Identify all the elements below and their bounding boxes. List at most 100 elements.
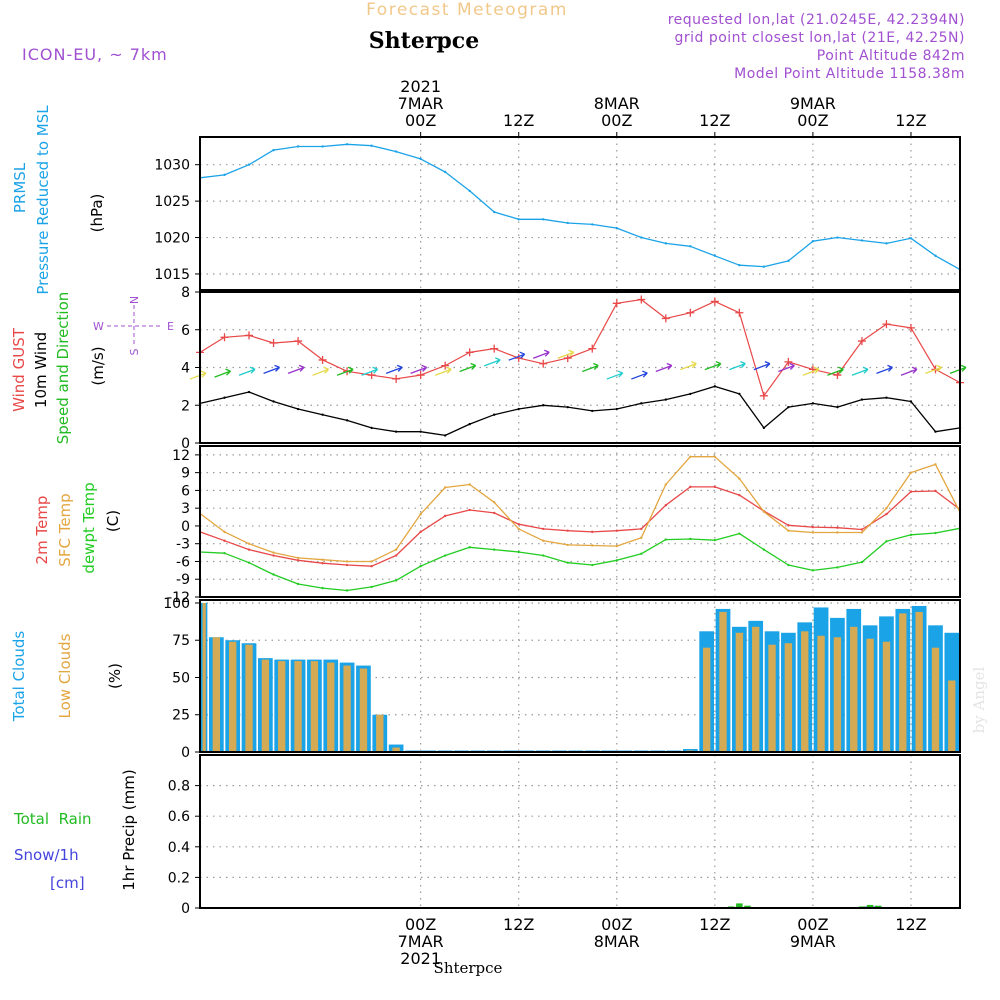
t2m-line-point [542,527,545,531]
dewpoint-line-point [591,563,594,567]
precip-ytick-label: 0.8 [168,779,190,795]
precip-label-cm: [cm] [50,874,85,892]
pressure-point [468,189,471,193]
wind-speed-point [811,402,815,405]
top-time-label: 00Z [797,111,828,130]
pressure-point [443,170,447,174]
gust-marker [735,308,744,317]
pressure-point [272,148,275,152]
wind-ytick-label: 8 [181,285,190,301]
dewpoint-line-point [542,554,545,557]
dewpoint-line-point [296,582,300,586]
precip-ytick-label: 0 [181,901,190,917]
temp-ytick-label: 12 [172,448,190,464]
t2m-line [199,486,961,567]
t2m-line-point [247,548,251,551]
low-clouds-bar [261,659,270,752]
dewpoint-line-point [468,546,471,549]
wind-compass: N W E S [93,296,174,356]
wind-speed-point [223,396,226,399]
bottom-time-label: 8MAR [594,932,640,951]
compass-e: E [167,320,174,333]
wind-direction-arrow [263,364,281,374]
wind-speed-point [689,392,692,396]
t2m-line-point [909,490,913,493]
gust-marker [661,314,670,323]
wind-direction-arrow [680,361,697,371]
dewpoint-line-point [566,561,569,564]
dewpoint-line-point [443,554,447,557]
precip-ytick-label: 0.6 [168,809,190,825]
t2m-line-point [468,508,471,512]
dewpoint-line-point [836,566,839,569]
dewpoint-line-point [517,550,520,554]
wind-direction-arrow [949,364,967,374]
dewpoint-line-point [664,538,668,541]
gust-marker [857,337,866,346]
point-altitude: Point Altitude 842m [817,48,965,64]
dewpoint-line [199,527,961,592]
gridpoint-coords: grid point closest lon,lat (21E, 42.25N) [674,30,965,46]
low-clouds-bar [359,668,368,752]
pressure-point [664,242,668,245]
pressure-point [247,163,251,166]
low-clouds-bar [229,641,237,752]
dewpoint-line-point [223,551,226,555]
dewpoint-line-point [394,579,398,582]
gust-marker [637,295,646,304]
pressure-point [885,242,888,245]
temp-ytick-label: -6 [176,554,190,570]
low-clouds-bar [294,661,302,752]
sfc-temp-line-point [345,560,349,563]
wind-speed-point [640,402,643,405]
low-clouds-bar [702,647,711,752]
dewpoint-line-point [492,548,496,551]
wind-direction-arrow [238,366,256,376]
t2m-line-point [811,525,815,529]
watermark: by Angel [970,666,988,733]
precip-panel-frame [199,754,961,909]
pressure-point [223,173,226,177]
pressure-ytick-label: 1015 [154,267,190,283]
gust-marker [490,344,499,353]
pressure-panel-frame [199,136,961,291]
wind-speed-point [934,430,937,433]
model-label: ICON-EU, ~ 7km [22,45,168,64]
low-clouds-bar [833,637,842,752]
t2m-line-point [419,530,422,534]
wind-speed-point [247,390,251,394]
wind-speed-point [492,413,496,416]
sfc-temp-line-point [787,529,790,532]
sfc-temp-line-point [468,483,471,486]
dewpoint-line-point [370,585,373,589]
bottom-time-label: 00Z [797,915,828,934]
low-clouds-bar [948,680,956,752]
low-clouds-bar [278,661,286,752]
temp-label-sfc: SFC Temp [56,493,74,566]
low-clouds-bar [752,626,760,752]
wind-speed-point [787,405,790,409]
t2m-line-point [615,529,618,532]
pressure-point [517,218,520,221]
location-title: Shterpce [369,28,479,54]
gust-marker [416,371,425,380]
wind-speed-point [517,407,520,411]
t2m-line-point [640,527,643,531]
temp-label-2m: 2m Temp [33,496,51,565]
wind-label-10m: 10m Wind [32,332,50,408]
low-clouds-bar [343,665,351,752]
gust-marker [318,355,327,364]
bottom-time-label: 2021 [400,949,441,968]
pressure-point [492,210,496,214]
low-clouds-bar [866,638,874,752]
pressure-ytick-label: 1020 [154,231,190,247]
wind-ytick-label: 6 [181,323,190,339]
wind-direction-arrow [827,366,844,376]
top-time-label: 00Z [405,111,436,130]
clouds-ytick-label: 0 [181,745,190,761]
wind-speed-point [885,396,888,399]
t2m-line-point [860,528,864,531]
wind-speed-point [321,413,324,416]
precip-ytick-label: 0.2 [168,870,190,886]
sfc-temp-line-point [247,542,251,545]
